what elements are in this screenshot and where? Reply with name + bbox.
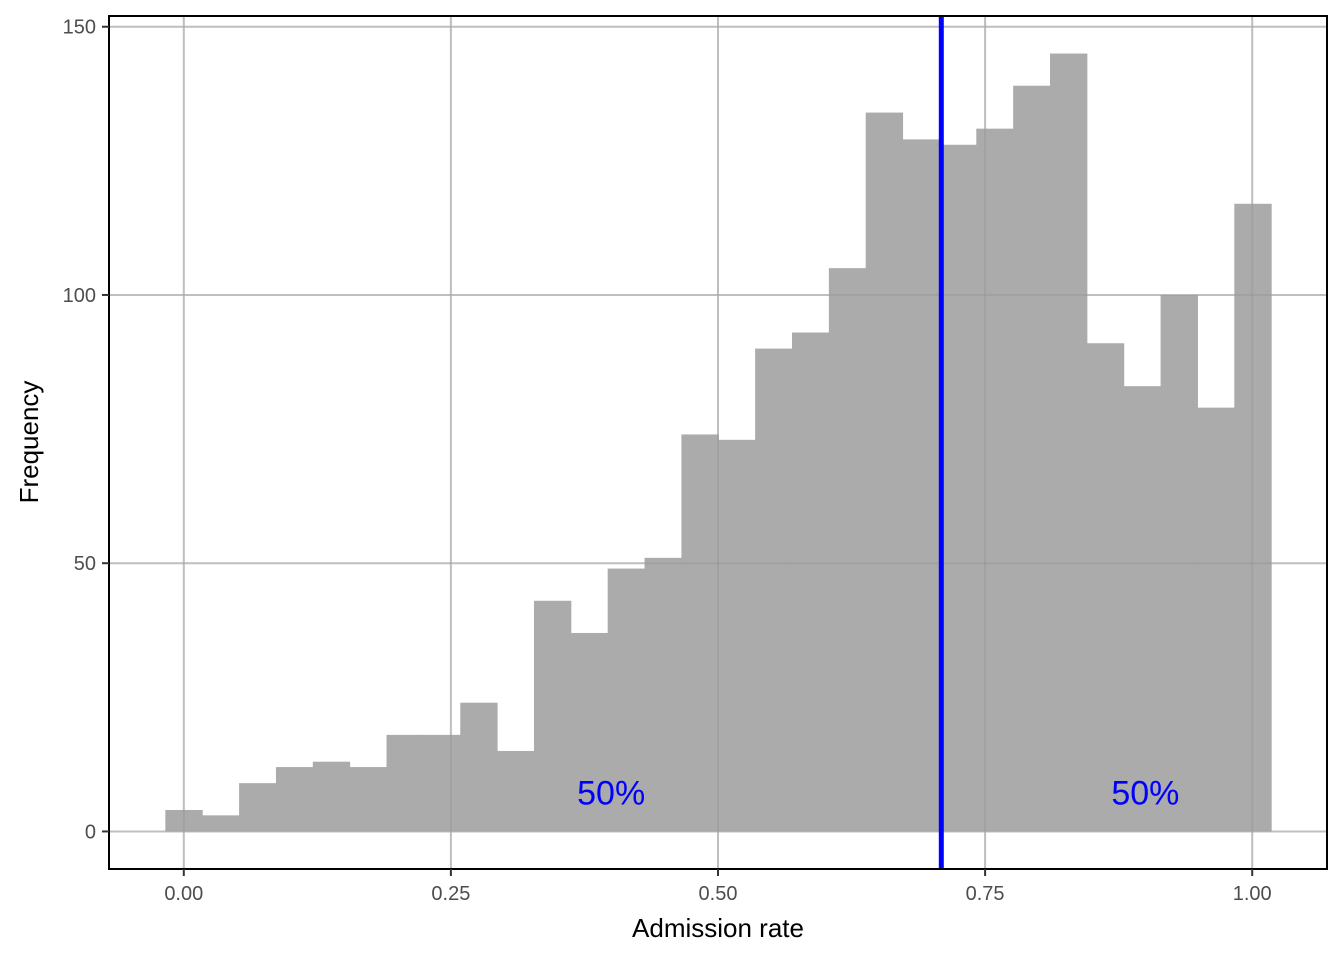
histogram-bar [1050,53,1088,832]
histogram-bar [460,702,498,832]
y-tick-label: 100 [63,285,96,307]
histogram-bar [349,767,388,832]
histogram-bar [570,632,609,832]
histogram-bar [607,568,646,832]
histogram-bar [312,761,351,832]
histogram-bar [1123,386,1162,832]
x-axis-title: Admission rate [632,913,804,943]
histogram-bar [497,750,535,832]
histogram-bar [165,809,203,832]
histogram-bar [1197,407,1235,832]
histogram-bar [202,815,240,832]
histogram-bar [681,434,719,832]
histogram-bar [1234,203,1272,832]
histogram-bar [1013,85,1051,832]
x-tick-label: 0.25 [431,883,470,905]
histogram-bar [1160,294,1198,832]
histogram-bar [976,128,1014,832]
y-axis-title: Frequency [14,381,44,504]
percent-annotation: 50% [1111,775,1179,813]
x-axis-ticks: 0.00 0.25 0.50 0.75 1.00 [164,869,1272,905]
histogram-bar [644,557,682,832]
y-axis-ticks: 0 50 100 150 [63,17,109,843]
histogram-bar [865,112,904,832]
annotations: 50% 50% [577,775,1179,813]
percent-annotation: 50% [577,775,645,813]
x-tick-label: 1.00 [1233,883,1272,905]
histogram-bar [791,332,830,832]
histogram-bar [239,783,277,832]
histogram-bar [755,348,793,832]
histogram-bar [828,268,867,832]
histogram-bar [386,734,424,832]
y-tick-label: 0 [85,821,96,843]
histogram-bars [109,16,1327,869]
histogram-bar [902,139,940,832]
x-tick-label: 0.75 [966,883,1005,905]
histogram-bar [1086,343,1125,832]
x-tick-label: 0.50 [699,883,738,905]
histogram-bar [533,600,572,832]
histogram-bar [275,767,314,832]
y-tick-label: 50 [74,553,96,575]
y-tick-label: 150 [63,17,96,39]
x-tick-label: 0.00 [164,883,203,905]
histogram-bar [718,439,756,832]
histogram-bar [939,144,977,832]
histogram-bar [423,734,461,832]
